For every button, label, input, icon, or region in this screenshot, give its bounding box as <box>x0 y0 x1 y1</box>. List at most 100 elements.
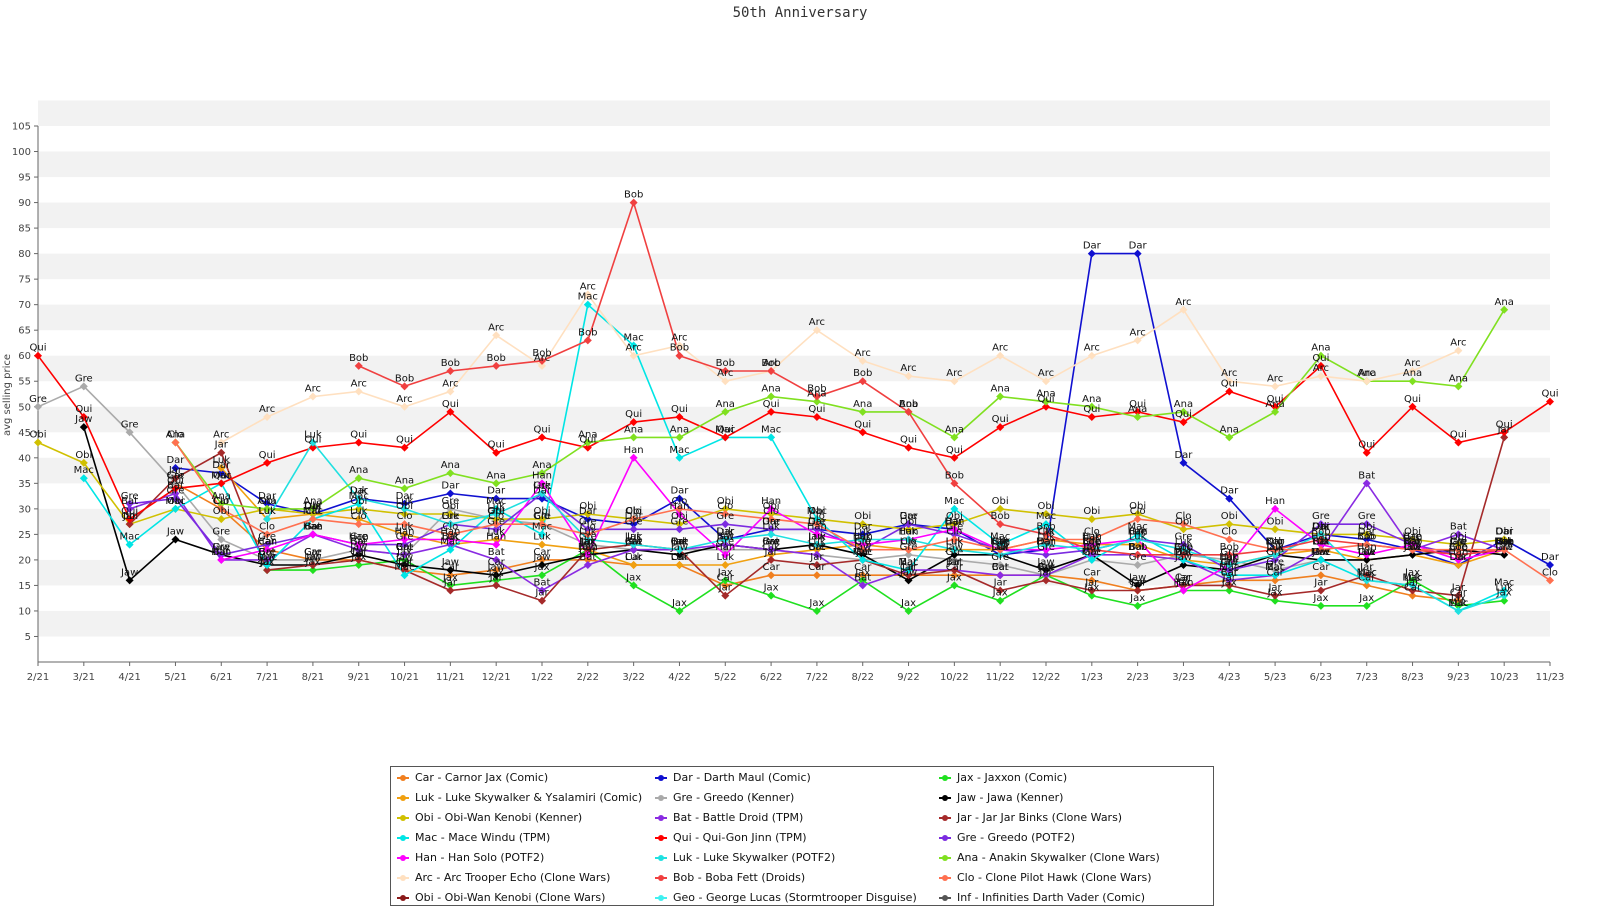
data-point-label: Gre <box>533 511 551 522</box>
data-point <box>1133 540 1142 549</box>
data-point-label: Ana <box>395 475 414 486</box>
data-point-label: Jar <box>168 465 183 476</box>
data-point-label: Car <box>1404 583 1422 594</box>
data-point <box>675 606 684 615</box>
data-point-label: Gre <box>671 516 689 527</box>
data-point-label: Obi <box>1404 526 1421 537</box>
data-point-label: Bat <box>1496 537 1513 548</box>
data-point-label: Gre <box>29 394 47 405</box>
data-point <box>721 377 730 386</box>
data-point-label: Obi <box>213 506 230 517</box>
data-point <box>858 530 867 539</box>
data-point-label: Dar <box>1495 526 1514 537</box>
data-point <box>1133 249 1142 258</box>
data-point-label: Obi <box>1129 501 1146 512</box>
data-point-label: Jaw <box>1311 547 1329 558</box>
data-point <box>263 412 272 421</box>
data-point <box>721 367 730 376</box>
data-point-label: Gre <box>716 511 734 522</box>
data-point <box>675 433 684 442</box>
y-tick-label: 20 <box>18 555 31 566</box>
data-point <box>446 535 455 544</box>
data-point-label: Arc <box>671 333 687 344</box>
data-point-label: Han <box>1128 526 1148 537</box>
data-point-label: Gre <box>212 526 230 537</box>
data-point-label: Luk <box>900 537 918 548</box>
data-point <box>446 489 455 498</box>
data-point-label: Dar <box>854 521 873 532</box>
data-point <box>721 509 730 518</box>
data-point <box>1316 520 1325 529</box>
x-tick-label: 5/23 <box>1264 672 1286 683</box>
data-point <box>1133 561 1142 570</box>
data-point <box>538 361 546 370</box>
legend-label: Car - Carnor Jax (Comic) <box>415 771 549 784</box>
data-point-label: Obi <box>1450 532 1467 543</box>
data-point <box>217 550 226 559</box>
legend-label: Obi - Obi-Wan Kenobi (Clone Wars) <box>415 891 606 904</box>
data-point-label: Obi <box>1496 526 1513 537</box>
data-point-label: Obi <box>442 501 459 512</box>
data-point-label: Arc <box>1359 368 1375 379</box>
data-point-label: Jar <box>397 557 412 568</box>
data-point-label: Luk <box>854 532 872 543</box>
data-point-label: Bob <box>945 470 964 481</box>
data-point-label: Gre <box>1404 532 1422 543</box>
data-point <box>950 555 959 564</box>
data-point <box>1225 576 1234 585</box>
data-point-label: Jaw <box>853 542 871 553</box>
data-point <box>1042 520 1050 529</box>
point-labels: Car Car Car Car Car Car Car Car Car Car Car Car Car C… <box>29 190 1560 609</box>
data-point-label: Obi <box>1038 501 1055 512</box>
data-point <box>767 545 776 554</box>
data-point-label: Luk <box>1266 542 1284 553</box>
data-point <box>812 606 821 615</box>
legend-swatch <box>939 853 951 863</box>
data-point-label: Gre <box>625 516 643 527</box>
grid-band <box>38 355 1550 382</box>
data-point <box>1042 571 1050 580</box>
data-point-label: Obi <box>304 501 321 512</box>
data-point-label: Qui <box>1175 409 1192 420</box>
data-point <box>629 520 638 529</box>
data-point <box>400 561 409 570</box>
data-point-label: Dar <box>1220 486 1239 497</box>
data-point-label: Clo <box>1450 537 1466 548</box>
data-point-label: Gre <box>808 542 826 553</box>
data-point-label: Car <box>304 547 322 558</box>
data-point <box>1316 535 1325 544</box>
data-point-label: Han <box>1403 532 1423 543</box>
data-point <box>492 479 501 488</box>
data-point <box>1408 586 1417 595</box>
data-point-label: Jax <box>671 598 687 609</box>
data-point <box>996 545 1005 554</box>
data-point-label: Jaw <box>74 414 92 425</box>
data-point-label: Jax <box>763 583 779 594</box>
data-point <box>1454 438 1463 447</box>
data-point-label: Dar <box>166 455 185 466</box>
data-point-label: Bob <box>1311 526 1330 537</box>
data-point <box>1271 382 1280 391</box>
data-point-label: Mac <box>1173 547 1193 558</box>
data-point-label: Ana <box>1128 404 1147 415</box>
data-point-label: Luk <box>487 501 505 512</box>
data-point-label: Luk <box>442 511 460 522</box>
data-point-label: Mac <box>1265 562 1285 573</box>
data-point-label: Dar <box>762 516 781 527</box>
data-point <box>263 504 272 513</box>
data-point-label: Jaw <box>1174 552 1192 563</box>
data-point-label: Arc <box>1175 297 1191 308</box>
data-point <box>79 474 88 483</box>
data-point-label: Jax <box>946 572 962 583</box>
y-tick-label: 100 <box>12 147 31 158</box>
data-point <box>996 550 1005 559</box>
data-point <box>263 561 272 570</box>
data-point <box>904 606 913 615</box>
data-point-label: Mac <box>486 496 506 507</box>
legend-label: Clo - Clone Pilot Hawk (Clone Wars) <box>957 871 1152 884</box>
data-point <box>629 433 638 442</box>
data-point-label: Jar <box>1313 578 1328 589</box>
data-point <box>858 428 867 437</box>
data-point-label: Obi <box>350 496 367 507</box>
data-point-label: Mac <box>1402 572 1422 583</box>
